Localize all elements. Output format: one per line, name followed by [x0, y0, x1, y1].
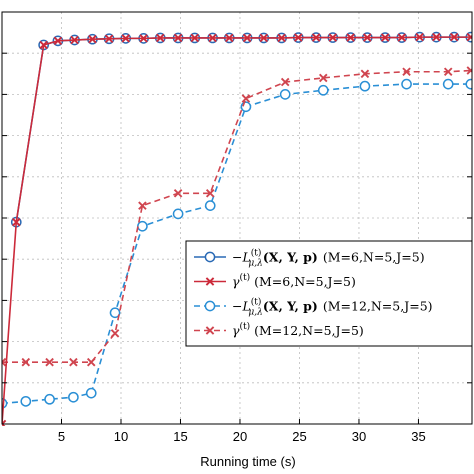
data-point-2-10	[279, 89, 291, 100]
series-line-2	[2, 83, 471, 405]
data-point-1-17	[294, 33, 303, 42]
data-point-2-5	[109, 307, 121, 319]
data-point-3-5	[110, 329, 120, 338]
legend-swatch-marker-0	[204, 251, 216, 263]
data-point-1-13	[224, 33, 234, 43]
data-point-2-1	[20, 395, 32, 407]
x-tick-label-6: 35	[411, 429, 425, 444]
data-point-3-2	[45, 357, 54, 367]
data-point-1-10	[173, 33, 183, 43]
data-point-2-2	[44, 393, 55, 405]
series-line-1	[2, 36, 471, 425]
data-point-3-10	[280, 77, 290, 87]
data-point-3-14	[443, 67, 453, 77]
legend-entry-0: −L(t) μ,λ(X, Y, p) (M=6,N=5,J=5)	[194, 248, 425, 269]
legend-entry-3: γ(t) (M=12,N=5,J=5)	[194, 321, 364, 338]
data-point-1-1	[12, 217, 21, 227]
data-point-3-6	[138, 201, 147, 210]
data-point-2-4	[85, 387, 97, 399]
data-point-3-12	[360, 69, 370, 79]
series-3	[2, 66, 472, 367]
data-point-3-0	[2, 357, 7, 367]
data-point-2-8	[204, 200, 216, 211]
data-point-2-14	[442, 78, 454, 90]
data-point-1-21	[363, 33, 372, 42]
data-point-3-1	[21, 357, 31, 367]
data-point-1-7	[121, 34, 131, 43]
x-tick-label-0: 5	[58, 429, 65, 444]
legend-label-3: γ(t) (M=12,N=5,J=5)	[232, 321, 364, 338]
data-point-1-12	[208, 33, 217, 43]
x-axis-label: Running time (s)	[200, 454, 295, 469]
legend-label-0: −L(t) μ,λ(X, Y, p) (M=6,N=5,J=5)	[232, 248, 425, 269]
data-point-3-9	[241, 94, 251, 103]
data-point-3-13	[402, 67, 411, 77]
data-point-1-22	[380, 33, 390, 42]
data-point-1-25	[432, 32, 441, 42]
data-point-2-13	[401, 78, 412, 90]
data-point-2-12	[359, 80, 371, 92]
x-tick-label-1: 10	[114, 429, 128, 444]
data-point-1-19	[328, 33, 338, 42]
data-point-1-15	[259, 33, 269, 43]
data-point-1-18	[311, 33, 321, 42]
legend-swatch-marker-2	[204, 300, 216, 312]
legend-label-2: −L(t) μ,λ(X, Y, p) (M=12,N=5,J=5)	[232, 297, 433, 318]
legend-entry-2: −L(t) μ,λ(X, Y, p) (M=12,N=5,J=5)	[194, 297, 433, 318]
data-point-2-15	[465, 78, 472, 90]
series-line-3	[2, 69, 471, 364]
data-point-1-24	[415, 32, 424, 42]
data-point-3-7	[173, 189, 183, 198]
legend: −L(t) μ,λ(X, Y, p) (M=6,N=5,J=5) γ(t) (M=6,N…	[185, 240, 473, 347]
data-point-1-27	[466, 32, 472, 42]
series-2	[2, 78, 472, 409]
data-point-1-3	[53, 36, 63, 46]
data-point-3-3	[69, 357, 78, 367]
data-point-3-4	[86, 357, 96, 367]
data-point-1-9	[155, 33, 165, 43]
legend-swatch-marker-3	[205, 326, 215, 335]
data-point-1-23	[397, 33, 407, 42]
data-point-1-5	[88, 34, 97, 44]
data-point-2-11	[317, 84, 329, 96]
legend-swatch-marker-1	[205, 277, 215, 286]
data-point-1-14	[242, 33, 252, 43]
data-point-1-16	[277, 33, 286, 43]
data-point-2-3	[68, 391, 79, 403]
data-point-2-7	[172, 208, 184, 220]
legend-box	[185, 240, 473, 347]
data-point-1-11	[190, 33, 200, 43]
series-layer	[2, 31, 472, 426]
data-point-1-26	[449, 32, 459, 42]
data-point-3-11	[318, 73, 328, 83]
data-point-1-4	[70, 35, 79, 45]
data-point-1-2	[39, 40, 48, 50]
data-point-2-6	[137, 220, 148, 232]
legend-label-1: γ(t) (M=6,N=5,J=5)	[232, 272, 356, 289]
data-point-3-8	[205, 189, 215, 198]
data-point-3-15	[466, 66, 472, 75]
data-point-1-8	[139, 34, 148, 43]
data-point-1-20	[346, 33, 355, 42]
x-tick-label-2: 15	[173, 429, 187, 444]
x-axis-ticks: 5 10 15 20 25 30 35	[2, 52, 472, 444]
x-tick-label-3: 20	[233, 429, 247, 444]
series-1	[2, 32, 472, 426]
data-point-1-0	[2, 419, 7, 426]
legend-entry-1: γ(t) (M=6,N=5,J=5)	[194, 272, 356, 289]
x-tick-label-4: 25	[292, 429, 306, 444]
data-point-1-6	[104, 34, 114, 44]
x-tick-label-5: 30	[352, 429, 366, 444]
data-point-2-9	[240, 101, 252, 113]
